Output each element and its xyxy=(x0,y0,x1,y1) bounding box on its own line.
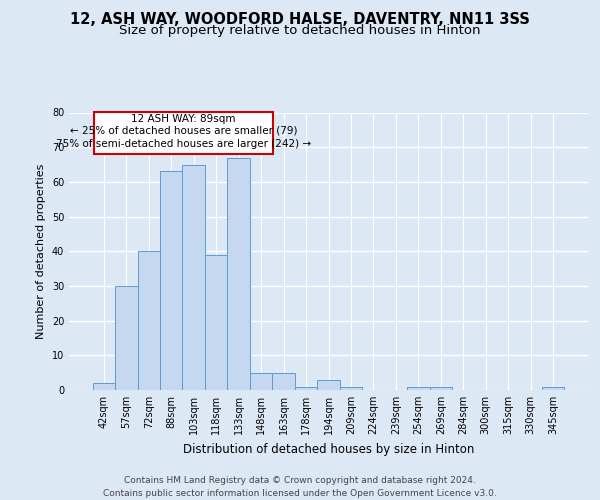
Bar xyxy=(430,386,452,390)
Bar xyxy=(407,386,430,390)
Bar xyxy=(250,372,272,390)
Bar xyxy=(340,386,362,390)
Bar xyxy=(182,164,205,390)
Text: 12 ASH WAY: 89sqm: 12 ASH WAY: 89sqm xyxy=(131,114,236,124)
Bar xyxy=(295,386,317,390)
Text: Contains HM Land Registry data © Crown copyright and database right 2024.
Contai: Contains HM Land Registry data © Crown c… xyxy=(103,476,497,498)
Bar xyxy=(137,251,160,390)
Bar xyxy=(205,254,227,390)
Text: ← 25% of detached houses are smaller (79): ← 25% of detached houses are smaller (79… xyxy=(70,126,298,136)
Text: Size of property relative to detached houses in Hinton: Size of property relative to detached ho… xyxy=(119,24,481,37)
Bar xyxy=(160,172,182,390)
Bar xyxy=(92,383,115,390)
Y-axis label: Number of detached properties: Number of detached properties xyxy=(36,164,46,339)
Bar xyxy=(115,286,137,390)
Bar xyxy=(94,112,274,154)
Bar xyxy=(272,372,295,390)
Text: 12, ASH WAY, WOODFORD HALSE, DAVENTRY, NN11 3SS: 12, ASH WAY, WOODFORD HALSE, DAVENTRY, N… xyxy=(70,12,530,28)
Text: 75% of semi-detached houses are larger (242) →: 75% of semi-detached houses are larger (… xyxy=(56,138,311,148)
Bar xyxy=(317,380,340,390)
Bar xyxy=(227,158,250,390)
X-axis label: Distribution of detached houses by size in Hinton: Distribution of detached houses by size … xyxy=(183,442,474,456)
Bar xyxy=(542,386,565,390)
